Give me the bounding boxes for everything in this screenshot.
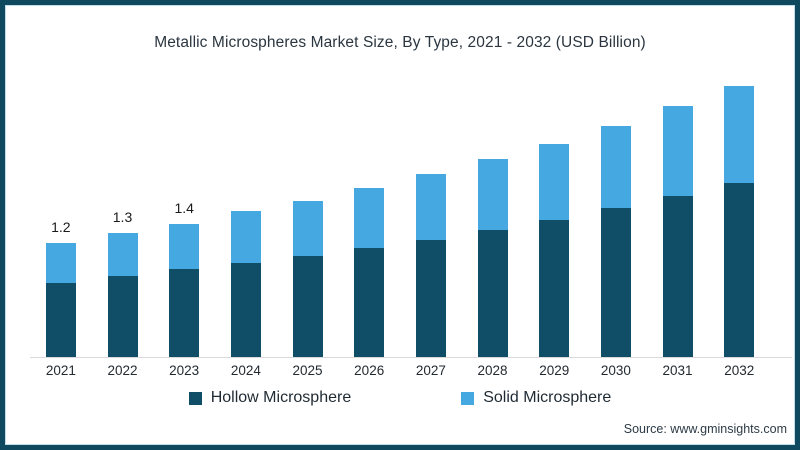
bar-column-2025 bbox=[277, 57, 339, 357]
bar-column-2031 bbox=[647, 57, 709, 357]
x-axis-label-2032: 2032 bbox=[724, 363, 755, 378]
bar-total-label: 1.3 bbox=[112, 209, 133, 226]
bar-column-2030 bbox=[585, 57, 647, 357]
x-axis-label-2030: 2030 bbox=[600, 363, 631, 378]
x-axis-line bbox=[30, 357, 792, 358]
bar-segment-solid-microsphere-2032 bbox=[724, 85, 755, 183]
bar-column-2023: 1.4 bbox=[153, 57, 215, 357]
bar-segment-hollow-microsphere-2027 bbox=[415, 239, 446, 357]
bar-column-2024 bbox=[215, 57, 277, 357]
bar-segment-solid-microsphere-2022 bbox=[107, 233, 138, 276]
x-axis-label-2025: 2025 bbox=[292, 363, 323, 378]
bar-segment-hollow-microsphere-2021 bbox=[45, 282, 76, 357]
bar-segment-solid-microsphere-2031 bbox=[662, 105, 693, 196]
bar-segment-hollow-microsphere-2023 bbox=[169, 269, 200, 357]
x-axis-label-2024: 2024 bbox=[230, 363, 261, 378]
bar-segment-hollow-microsphere-2032 bbox=[724, 182, 755, 357]
bar-total-label: 1.4 bbox=[174, 199, 194, 216]
bar-segment-solid-microsphere-2027 bbox=[415, 174, 446, 240]
x-axis-label-2029: 2029 bbox=[539, 363, 570, 378]
source-text: Source: www.gminsights.com bbox=[623, 422, 787, 436]
plot-area: 1.2 1.3 1.4 bbox=[30, 57, 770, 357]
x-axis-label-2022: 2022 bbox=[107, 363, 138, 378]
x-axis-label-2027: 2027 bbox=[415, 363, 446, 378]
legend: Hollow Microsphere Solid Microsphere bbox=[0, 389, 800, 407]
bar-column-2032 bbox=[708, 57, 770, 357]
x-axis-label-2021: 2021 bbox=[45, 363, 76, 378]
bar-column-2026 bbox=[338, 57, 400, 357]
bar-segment-solid-microsphere-2030 bbox=[600, 125, 631, 209]
bar-segment-solid-microsphere-2029 bbox=[539, 143, 570, 220]
legend-label: Hollow Microsphere bbox=[210, 389, 352, 406]
bar-segment-hollow-microsphere-2026 bbox=[354, 248, 385, 357]
bar-segment-hollow-microsphere-2028 bbox=[477, 230, 508, 357]
bar-column-2021: 1.2 bbox=[30, 57, 92, 357]
bar-segment-hollow-microsphere-2022 bbox=[107, 276, 138, 357]
chart-title: Metallic Microspheres Market Size, By Ty… bbox=[154, 34, 646, 51]
bar-column-2029 bbox=[523, 57, 585, 357]
bar-segment-solid-microsphere-2025 bbox=[292, 200, 323, 256]
bar-segment-hollow-microsphere-2024 bbox=[230, 262, 261, 357]
bar-column-2027 bbox=[400, 57, 462, 357]
x-axis-label-2026: 2026 bbox=[354, 363, 385, 378]
bar-segment-hollow-microsphere-2030 bbox=[600, 208, 631, 357]
bar-segment-solid-microsphere-2026 bbox=[354, 188, 385, 249]
x-axis-label-2028: 2028 bbox=[477, 363, 508, 378]
x-axis-labels: 2021 2022 2023 2024 2025 2026 2027 2028 2029 2030… bbox=[30, 363, 770, 378]
bar-column-2028 bbox=[462, 57, 524, 357]
x-axis-label-2031: 2031 bbox=[662, 363, 693, 378]
bar-segment-hollow-microsphere-2025 bbox=[292, 256, 323, 357]
x-axis-label-2023: 2023 bbox=[169, 363, 200, 378]
bar-segment-solid-microsphere-2021 bbox=[45, 242, 76, 283]
bar-segment-solid-microsphere-2023 bbox=[169, 223, 200, 270]
bar-segment-hollow-microsphere-2029 bbox=[539, 219, 570, 357]
bar-column-2022: 1.3 bbox=[92, 57, 154, 357]
legend-item-hollow-microsphere: Hollow Microsphere bbox=[188, 389, 352, 407]
bar-total-label: 1.2 bbox=[51, 218, 71, 235]
bar-segment-hollow-microsphere-2031 bbox=[662, 196, 693, 357]
legend-item-solid-microsphere: Solid Microsphere bbox=[461, 389, 611, 407]
hollow-microsphere-swatch-icon bbox=[188, 391, 202, 405]
solid-microsphere-swatch-icon bbox=[461, 391, 475, 405]
legend-label: Solid Microsphere bbox=[483, 389, 612, 406]
bar-segment-solid-microsphere-2028 bbox=[477, 158, 508, 231]
bar-segment-solid-microsphere-2024 bbox=[230, 211, 261, 263]
